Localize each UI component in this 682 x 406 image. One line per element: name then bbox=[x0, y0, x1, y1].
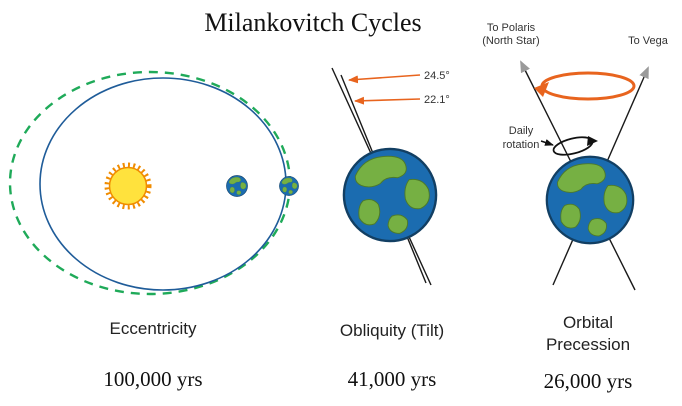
max-tilt-value: 24.5° bbox=[424, 70, 450, 82]
eccentricity-label: Eccentricity bbox=[110, 319, 197, 338]
min-tilt-value: 22.1° bbox=[424, 94, 450, 106]
precession-label-line2: Precession bbox=[546, 335, 630, 354]
precession-period: 26,000 yrs bbox=[544, 369, 633, 393]
polaris-label-line2: (North Star) bbox=[482, 35, 539, 47]
angle-arrow-min bbox=[354, 96, 421, 105]
precession-label-line1: Orbital bbox=[563, 313, 613, 332]
daily-rotation-pointer bbox=[540, 139, 554, 146]
panel-obliquity: 24.5° 22.1° Obliquity (Tilt) 41,000 yrs bbox=[331, 67, 450, 391]
daily-rotation-label-line2: rotation bbox=[503, 139, 540, 151]
earth-globe-obliquity bbox=[342, 147, 438, 243]
daily-rotation-label-line1: Daily bbox=[509, 125, 534, 137]
obliquity-period: 41,000 yrs bbox=[348, 367, 437, 391]
earth-globe-inner bbox=[226, 175, 248, 197]
earth-globe-precession bbox=[545, 155, 635, 245]
obliquity-label: Obliquity (Tilt) bbox=[340, 321, 444, 340]
earth-globe-outer bbox=[279, 176, 299, 196]
precession-arrowhead bbox=[534, 82, 549, 97]
sun bbox=[108, 166, 148, 206]
page-title: Milankovitch Cycles bbox=[204, 8, 421, 37]
circular-orbit-solid bbox=[39, 77, 287, 291]
daily-rotation-arrowhead bbox=[587, 136, 598, 146]
eccentricity-period: 100,000 yrs bbox=[103, 367, 202, 391]
vega-label: To Vega bbox=[628, 35, 669, 47]
polaris-label-line1: To Polaris bbox=[487, 22, 536, 34]
sun-rays bbox=[104, 162, 152, 210]
panel-precession: To Polaris (North Star) To Vega Daily ro… bbox=[482, 22, 668, 393]
precession-circle bbox=[540, 71, 636, 101]
angle-arrow-max bbox=[348, 74, 421, 84]
panel-eccentricity: Eccentricity 100,000 yrs bbox=[8, 70, 299, 391]
